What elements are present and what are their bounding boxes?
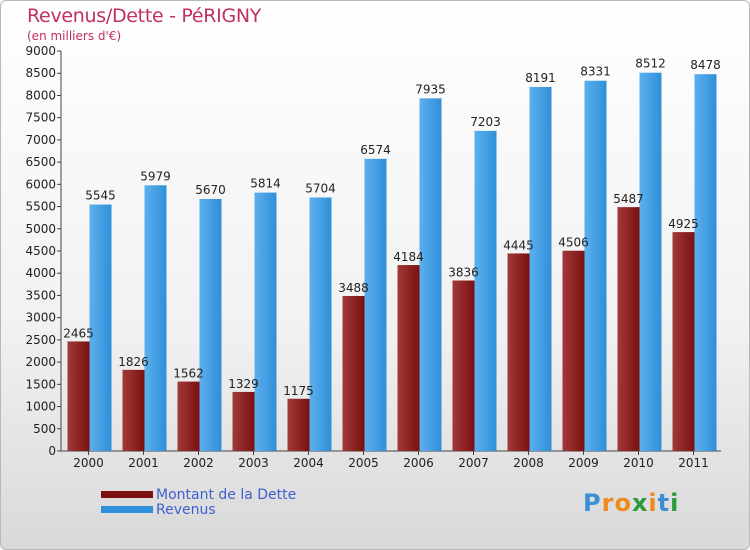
- y-tick-label: 7000: [25, 133, 56, 147]
- data-label-revenue: 7935: [415, 82, 446, 96]
- y-tick-label: 2000: [25, 355, 56, 369]
- legend-item-revenue: Revenus: [101, 501, 296, 518]
- logo-letter: P: [583, 489, 602, 517]
- bar-revenue: [89, 204, 112, 451]
- data-label-debt: 4184: [393, 250, 424, 264]
- chart-title: Revenus/Dette - PéRIGNY: [27, 5, 262, 27]
- bar-revenue: [529, 86, 552, 451]
- y-tick-label: 7500: [25, 111, 56, 125]
- legend-label-revenue: Revenus: [156, 501, 216, 518]
- data-label-debt: 1175: [283, 384, 314, 398]
- data-label-revenue: 5814: [250, 177, 281, 191]
- y-tick-label: 9000: [25, 44, 56, 58]
- bar-revenue: [419, 98, 442, 451]
- y-tick-label: 8500: [25, 66, 56, 80]
- data-label-revenue: 8331: [580, 65, 611, 79]
- y-tick-label: 5500: [25, 200, 56, 214]
- y-tick-label: 8000: [25, 88, 56, 102]
- logo-letter: r: [601, 489, 615, 517]
- bar-debt: [562, 250, 585, 451]
- x-tick-label: 2002: [183, 456, 214, 470]
- data-label-revenue: 5670: [195, 183, 226, 197]
- y-tick-label: 5000: [25, 222, 56, 236]
- x-tick-label: 2004: [293, 456, 324, 470]
- bar-debt: [287, 398, 310, 451]
- data-label-revenue: 8191: [525, 71, 556, 85]
- bar-debt: [67, 341, 90, 451]
- bar-revenue: [584, 80, 607, 451]
- logo-letter: i: [670, 489, 680, 517]
- bar-revenue: [694, 74, 717, 451]
- data-label-debt: 1562: [173, 367, 204, 381]
- data-label-revenue: 8512: [635, 57, 666, 71]
- data-label-revenue: 7203: [470, 115, 501, 129]
- x-tick-label: 2005: [348, 456, 379, 470]
- bar-debt: [177, 381, 200, 451]
- x-tick-label: 2006: [403, 456, 434, 470]
- data-label-revenue: 6574: [360, 143, 391, 157]
- x-tick-label: 2009: [568, 456, 599, 470]
- bar-debt: [232, 391, 255, 451]
- x-tick-label: 2011: [678, 456, 709, 470]
- legend-item-debt: Montant de la Dette: [101, 486, 297, 503]
- x-tick-label: 2000: [73, 456, 104, 470]
- logo-letter: x: [631, 489, 649, 517]
- y-tick-label: 500: [33, 422, 56, 436]
- data-label-debt: 1329: [228, 377, 259, 391]
- data-label-debt: 4445: [503, 238, 534, 252]
- bar-debt: [617, 207, 640, 451]
- data-label-debt: 3836: [448, 266, 479, 280]
- data-label-revenue: 5979: [140, 169, 171, 183]
- y-tick-label: 3500: [25, 288, 56, 302]
- bar-debt: [122, 369, 145, 451]
- bar-revenue: [144, 185, 167, 451]
- bar-revenue: [639, 72, 662, 451]
- bar-revenue: [364, 158, 387, 452]
- y-tick-label: 1000: [25, 400, 56, 414]
- y-tick-label: 4000: [25, 266, 56, 280]
- x-tick-label: 2001: [128, 456, 159, 470]
- y-tick-label: 0: [48, 444, 56, 458]
- x-tick-label: 2010: [623, 456, 654, 470]
- data-label-revenue: 5545: [85, 189, 116, 203]
- bar-revenue: [309, 197, 332, 451]
- logo-letter: o: [614, 489, 632, 517]
- bar-revenue: [474, 130, 497, 451]
- data-label-revenue: 8478: [690, 58, 721, 72]
- legend-label-debt: Montant de la Dette: [156, 486, 297, 503]
- data-label-debt: 4925: [668, 217, 699, 231]
- x-tick-label: 2007: [458, 456, 489, 470]
- y-tick-label: 1500: [25, 377, 56, 391]
- data-label-debt: 3488: [338, 281, 369, 295]
- bar-debt: [507, 253, 530, 451]
- bar-revenue: [254, 192, 277, 451]
- chart-legend: Montant de la Dette Revenus: [101, 486, 297, 518]
- data-label-debt: 5487: [613, 192, 644, 206]
- y-tick-label: 2500: [25, 333, 56, 347]
- data-label-revenue: 5704: [305, 181, 336, 195]
- chart-subtitle: (en milliers d'€): [27, 29, 122, 43]
- logo-letter: t: [657, 489, 671, 517]
- data-label-debt: 1826: [118, 355, 149, 369]
- x-tick-label: 2008: [513, 456, 544, 470]
- y-tick-label: 4500: [25, 244, 56, 258]
- bar-debt: [342, 295, 365, 451]
- legend-swatch-revenue: [101, 506, 153, 513]
- bar-debt: [452, 280, 475, 451]
- y-tick-label: 6000: [25, 177, 56, 191]
- legend-swatch-debt: [101, 491, 153, 498]
- y-tick-label: 6500: [25, 155, 56, 169]
- bar-debt: [672, 232, 695, 451]
- proxiti-logo: Proxiti: [583, 489, 679, 517]
- bar-debt: [397, 265, 420, 451]
- bar-revenue: [199, 199, 222, 451]
- logo-letter: i: [648, 489, 658, 517]
- y-tick-label: 3000: [25, 311, 56, 325]
- data-label-debt: 4506: [558, 236, 589, 250]
- data-label-debt: 2465: [63, 326, 94, 340]
- x-tick-label: 2003: [238, 456, 269, 470]
